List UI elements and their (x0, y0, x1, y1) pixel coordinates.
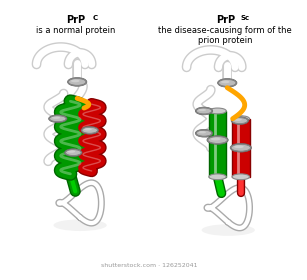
Ellipse shape (84, 128, 92, 130)
Text: C: C (93, 15, 98, 21)
Ellipse shape (195, 107, 213, 115)
Text: PrP: PrP (66, 15, 85, 25)
Ellipse shape (64, 149, 82, 157)
Ellipse shape (195, 129, 213, 137)
Ellipse shape (234, 145, 244, 148)
Ellipse shape (81, 127, 99, 134)
Ellipse shape (50, 116, 66, 122)
Ellipse shape (68, 150, 75, 153)
Ellipse shape (68, 78, 86, 85)
Ellipse shape (202, 224, 255, 236)
Ellipse shape (71, 80, 80, 82)
Ellipse shape (196, 130, 212, 136)
Ellipse shape (231, 117, 249, 125)
Ellipse shape (221, 81, 230, 83)
Ellipse shape (232, 174, 250, 180)
Ellipse shape (232, 118, 248, 123)
Ellipse shape (198, 131, 206, 133)
Polygon shape (232, 119, 250, 177)
Ellipse shape (53, 220, 107, 231)
Ellipse shape (218, 78, 237, 87)
Ellipse shape (209, 108, 226, 114)
Text: the disease-causing form of the: the disease-causing form of the (158, 26, 292, 35)
Ellipse shape (66, 150, 81, 155)
Ellipse shape (207, 136, 228, 144)
Text: PrP: PrP (216, 15, 235, 25)
Ellipse shape (68, 78, 87, 86)
Ellipse shape (82, 127, 98, 133)
Ellipse shape (232, 116, 250, 122)
Polygon shape (209, 111, 226, 177)
Ellipse shape (230, 143, 251, 152)
Ellipse shape (219, 80, 236, 86)
Ellipse shape (231, 144, 251, 151)
Ellipse shape (209, 174, 226, 180)
Text: Sc: Sc (241, 15, 250, 21)
Ellipse shape (52, 116, 60, 119)
Text: is a normal protein: is a normal protein (36, 26, 115, 35)
Text: prion protein: prion protein (198, 36, 253, 45)
Text: shutterstock.com · 126252041: shutterstock.com · 126252041 (101, 263, 197, 268)
Ellipse shape (211, 138, 220, 140)
Ellipse shape (234, 118, 242, 121)
Ellipse shape (49, 115, 67, 123)
Ellipse shape (198, 109, 206, 111)
Ellipse shape (196, 108, 212, 114)
Ellipse shape (208, 137, 227, 143)
